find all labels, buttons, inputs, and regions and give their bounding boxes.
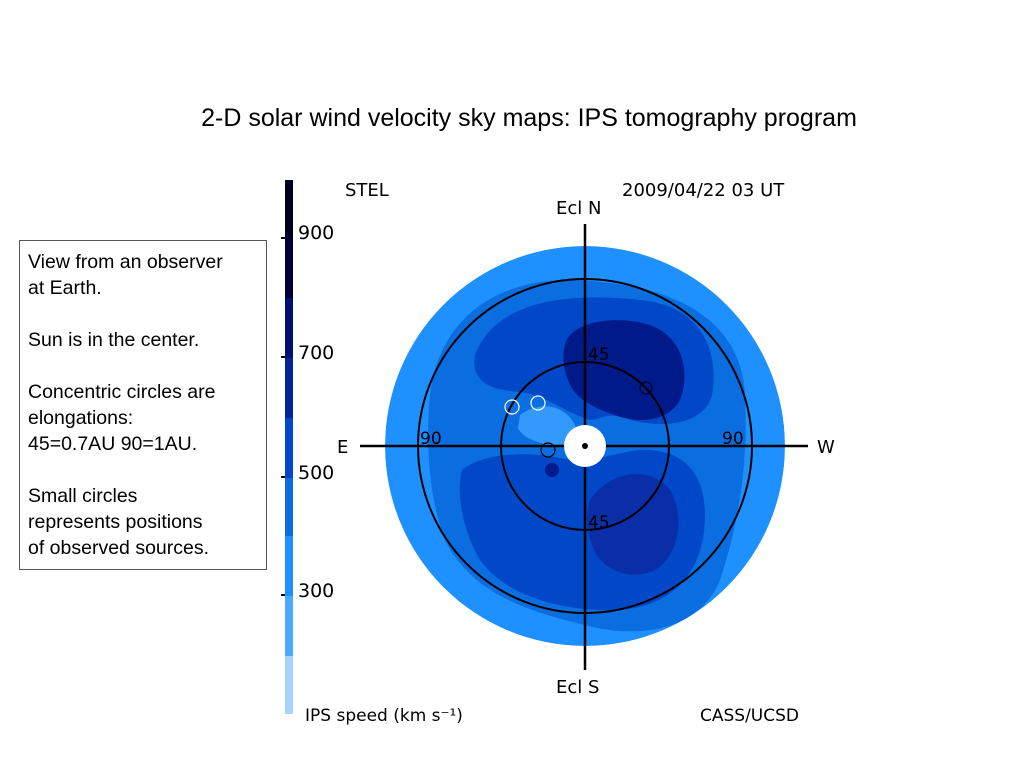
ring-label-45-top: 45 — [588, 345, 610, 365]
ring-label-45-bottom: 45 — [588, 513, 610, 533]
colorbar-tick-500 — [281, 476, 285, 478]
colorbar-band-5 — [285, 418, 293, 478]
colorbar-band-3 — [285, 298, 293, 358]
ecliptic-south-label: Ecl S — [556, 677, 599, 698]
source-label: STEL — [345, 180, 389, 201]
source-marker — [530, 395, 546, 411]
source-marker — [639, 381, 653, 395]
colorbar-band-8 — [285, 596, 293, 656]
colorbar-band-1 — [285, 180, 293, 238]
colorbar-tick-300 — [281, 594, 285, 596]
credit-label: CASS/UCSD — [700, 706, 799, 726]
ecliptic-north-label: Ecl N — [556, 198, 601, 219]
colorbar-caption: IPS speed (km s⁻¹) — [305, 706, 463, 726]
contour-light-lobe — [518, 406, 577, 447]
color-bar: 900 700 500 300 IPS speed (km s⁻¹) — [281, 180, 463, 726]
colorbar-band-2 — [285, 238, 293, 298]
source-marker-filled — [545, 463, 559, 477]
note-observer: View from an observer at Earth. — [28, 251, 223, 299]
colorbar-band-7 — [285, 536, 293, 596]
ring-label-90-right: 90 — [722, 429, 744, 449]
colorbar-band-4 — [285, 358, 293, 418]
west-label: W — [817, 437, 835, 458]
colorbar-label-900: 900 — [298, 222, 334, 244]
contour-700-region-north — [563, 320, 685, 420]
ring-label-90-left: 90 — [420, 429, 442, 449]
colorbar-band-9 — [285, 656, 293, 714]
note-sun: Sun is in the center. — [28, 329, 200, 351]
slide-title: 2-D solar wind velocity sky maps: IPS to… — [201, 104, 857, 132]
sun-marker — [582, 443, 588, 449]
colorbar-tick-900 — [281, 237, 285, 239]
map-timestamp: 2009/04/22 03 UT — [622, 180, 785, 201]
explanation-box: View from an observer at Earth. Sun is i… — [19, 240, 267, 570]
source-marker — [504, 399, 520, 415]
source-marker — [540, 442, 556, 458]
note-circles: Concentric circles are elongations: 45=0… — [28, 381, 216, 455]
colorbar-label-500: 500 — [298, 462, 334, 484]
east-label: E — [337, 437, 348, 458]
colorbar-tick-700 — [281, 356, 285, 358]
colorbar-label-300: 300 — [298, 580, 334, 602]
contour-700-region-south — [587, 473, 679, 575]
note-sources: Small circles represents positions of ob… — [28, 485, 210, 559]
colorbar-band-6 — [285, 478, 293, 536]
colorbar-label-700: 700 — [298, 342, 334, 364]
